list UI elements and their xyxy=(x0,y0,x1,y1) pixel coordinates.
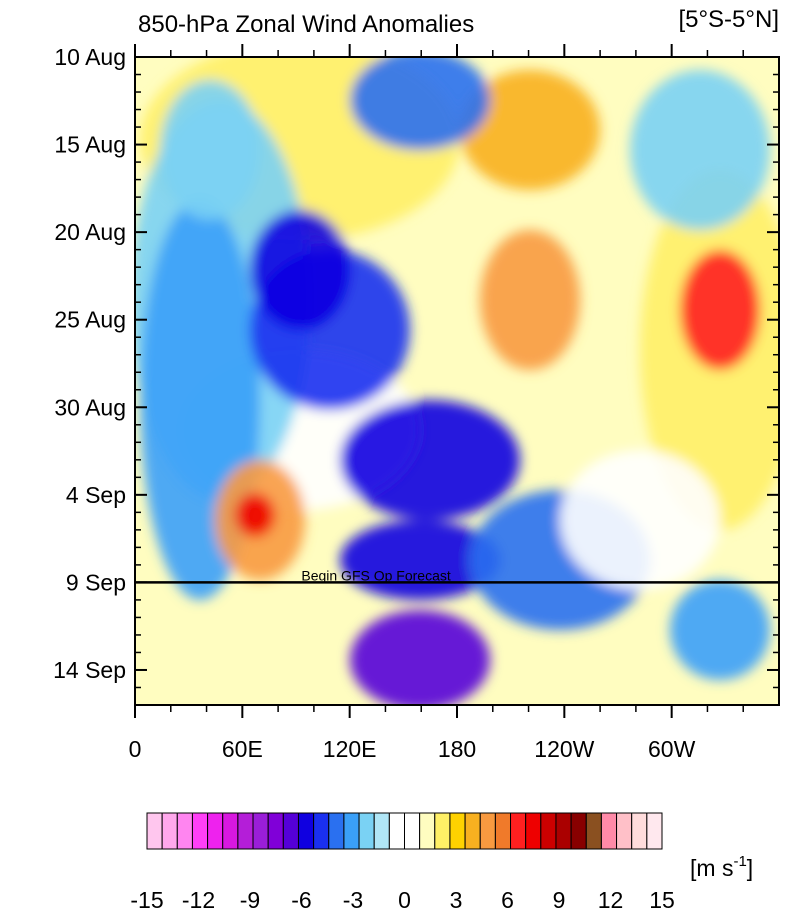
colorbar-swatch xyxy=(373,812,390,850)
colorbar-swatch xyxy=(600,812,618,850)
colorbar-swatch xyxy=(464,812,481,850)
colorbar-swatch xyxy=(510,812,527,850)
forecast-annotation: Begin GFS Op Forecast xyxy=(301,567,451,583)
colorbar-swatch xyxy=(176,812,193,850)
colorbar-swatch xyxy=(161,812,178,850)
colorbar-swatch xyxy=(222,812,239,850)
y-tick-label: 25 Aug xyxy=(54,307,126,333)
colorbar-swatch xyxy=(358,812,375,850)
colorbar-swatch xyxy=(555,812,572,850)
colorbar-swatch xyxy=(631,812,648,850)
y-tick-label: 9 Sep xyxy=(66,569,126,595)
y-tick-label: 30 Aug xyxy=(54,394,126,420)
colorbar: -15 -12 -9 -6 -3 0 3 6 9 12 15 xyxy=(130,812,675,913)
x-tick-label: 120E xyxy=(323,736,377,762)
colorbar-swatch xyxy=(616,812,633,850)
colorbar-swatch xyxy=(191,812,209,850)
units-label: [m s-1] xyxy=(690,853,753,881)
colorbar-swatch xyxy=(297,812,315,850)
colorbar-tick-label: 0 xyxy=(398,887,411,913)
x-axis: 0 60E 120E 180 120W 60W xyxy=(129,44,744,762)
colorbar-swatch xyxy=(252,812,269,850)
y-tick-label: 4 Sep xyxy=(66,482,126,508)
colorbar-swatch xyxy=(525,812,542,850)
colorbar-swatch xyxy=(479,812,496,850)
x-tick-label: 0 xyxy=(129,736,142,762)
colorbar-swatch xyxy=(237,812,254,850)
chart-title: 850-hPa Zonal Wind Anomalies xyxy=(138,11,474,38)
colorbar-tick-label: -3 xyxy=(343,887,363,913)
colorbar-tick-label: -9 xyxy=(240,887,260,913)
x-tick-label: 60W xyxy=(648,736,696,762)
y-tick-label: 20 Aug xyxy=(54,219,126,245)
colorbar-tick-label: 15 xyxy=(649,887,675,913)
colorbar-tick-label: 6 xyxy=(501,887,514,913)
colorbar-swatch xyxy=(146,812,163,850)
x-tick-label: 60E xyxy=(222,736,263,762)
x-tick-label: 120W xyxy=(534,736,594,762)
colorbar-swatch xyxy=(540,812,557,850)
colorbar-swatch xyxy=(343,812,360,850)
colorbar-tick-label: -12 xyxy=(182,887,215,913)
colorbar-swatch xyxy=(328,812,345,850)
y-tick-label: 10 Aug xyxy=(54,44,126,70)
region-label: [5°S-5°N] xyxy=(678,6,779,33)
colorbar-swatch xyxy=(313,812,330,850)
colorbar-swatch xyxy=(646,812,663,850)
colorbar-swatch xyxy=(267,812,284,850)
colorbar-swatch xyxy=(282,812,299,850)
forecast-marker: Begin GFS Op Forecast xyxy=(135,567,779,584)
colorbar-tick-label: 12 xyxy=(598,887,624,913)
colorbar-tick-label: -15 xyxy=(130,887,163,913)
colorbar-swatch xyxy=(585,812,602,850)
colorbar-swatch xyxy=(494,812,512,850)
y-tick-label: 15 Aug xyxy=(54,132,126,158)
colorbar-tick-label: 9 xyxy=(553,887,566,913)
colorbar-swatch xyxy=(570,812,587,850)
y-axis: 10 Aug 15 Aug 20 Aug 25 Aug 30 Aug 4 Sep 9 Sep… xyxy=(53,44,779,706)
colorbar-swatch xyxy=(419,812,436,850)
colorbar-swatch xyxy=(404,812,421,850)
heatmap-field xyxy=(135,57,779,705)
colorbar-swatch xyxy=(388,812,405,850)
x-tick-label: 180 xyxy=(438,736,476,762)
colorbar-swatch xyxy=(207,812,224,850)
colorbar-swatch xyxy=(449,812,466,850)
colorbar-tick-label: 3 xyxy=(450,887,463,913)
colorbar-tick-label: -6 xyxy=(291,887,311,913)
y-tick-label: 14 Sep xyxy=(53,657,126,683)
colorbar-swatch xyxy=(434,812,451,850)
